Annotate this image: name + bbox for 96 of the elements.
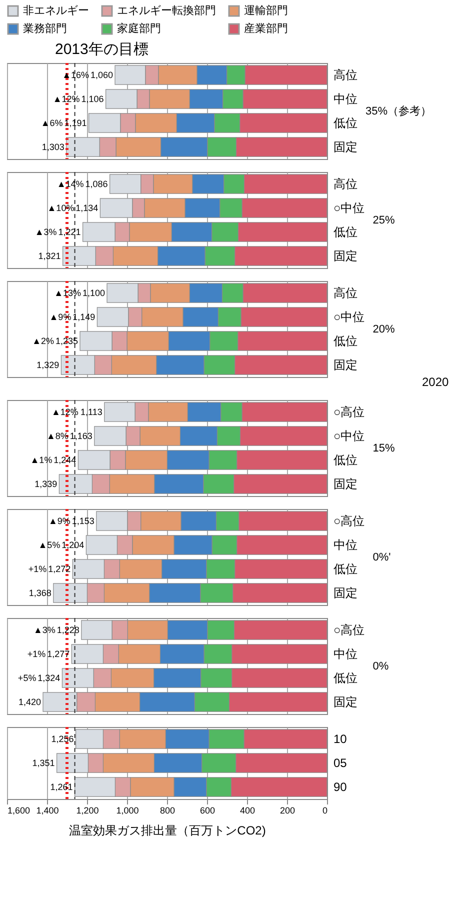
total-label: 1,324: [38, 673, 60, 683]
y-tick-label: ○中位: [334, 310, 365, 324]
annotation: ▲13%: [54, 288, 81, 298]
annotation: ▲12%: [52, 94, 80, 104]
y-tick-label: 固定: [334, 249, 358, 263]
annotation: ▲9%: [49, 312, 72, 322]
total-label: 1,113: [80, 407, 102, 417]
y-tick-label: 中位: [334, 92, 358, 106]
y-tick-label: 低位: [334, 562, 358, 576]
total-label: 1,204: [62, 540, 84, 550]
total-label: 1,261: [50, 782, 73, 792]
x-tick-label: 1,400: [36, 806, 59, 816]
y-tick-label: 05: [334, 756, 348, 770]
total-label: 1,235: [55, 336, 78, 346]
y-tick-label: 固定: [334, 586, 358, 600]
total-label: 1,277: [47, 649, 70, 659]
total-label: 1,191: [64, 118, 87, 128]
x-tick-label: 1,000: [116, 806, 139, 816]
y-tick-label: 高位: [334, 68, 358, 82]
total-label: 1,221: [58, 227, 81, 237]
y-tick-label: ○中位: [334, 429, 365, 443]
y-axis-title: 20%: [372, 324, 395, 336]
total-label: 1,321: [38, 251, 61, 261]
annotation: ▲5%: [38, 540, 60, 550]
total-label: 1,153: [72, 516, 94, 526]
legend-label: 家庭部門: [117, 22, 161, 35]
x-tick-label: 1,600: [8, 806, 30, 816]
y-tick-label: 中位: [334, 647, 358, 661]
annotation: ▲1%: [30, 455, 52, 465]
total-label: 1,303: [42, 142, 64, 152]
legend-label: 運輸部門: [244, 4, 288, 17]
annotation: ▲16%: [62, 70, 89, 80]
total-label: 1,256: [51, 734, 74, 744]
y-axis-title: 25%: [372, 214, 395, 226]
legend-label: 業務部門: [23, 22, 67, 35]
x-tick-label: 0: [322, 806, 328, 816]
y-tick-label: 低位: [334, 116, 358, 130]
annotation: ▲3%: [34, 227, 57, 237]
legend-label: 非エネルギー: [23, 4, 89, 17]
total-label: 1,329: [36, 360, 60, 370]
y-tick-label: 低位: [334, 334, 358, 348]
total-label: 1,163: [70, 431, 92, 441]
y-tick-label: 低位: [334, 225, 358, 239]
total-label: 1,228: [56, 625, 80, 635]
total-label: 1,086: [85, 179, 108, 189]
y-tick-label: 固定: [334, 140, 358, 154]
y-axis-title: 0%: [372, 660, 389, 672]
total-label: 1,244: [54, 455, 76, 465]
annotation: +5%: [18, 673, 36, 683]
y-tick-label: 高位: [334, 177, 358, 191]
annotation: ▲6%: [40, 118, 63, 128]
annotation: ▲10%: [47, 203, 74, 213]
total-label: 1,351: [32, 758, 55, 768]
total-label: 1,106: [81, 94, 104, 104]
legend-label: 産業部門: [244, 22, 288, 35]
annotation: +1%: [28, 564, 47, 574]
y-tick-label: 90: [334, 780, 348, 794]
total-label: 1,420: [18, 697, 41, 707]
x-tick-label: 600: [200, 806, 216, 816]
y-tick-label: ○高位: [334, 405, 365, 419]
ref-line-label: 2013年の目標: [55, 41, 148, 58]
y-tick-label: 固定: [334, 695, 358, 709]
x-tick-label: 800: [160, 806, 176, 816]
y-tick-label: ○高位: [334, 623, 365, 637]
y-tick-label: 低位: [334, 453, 358, 467]
annotation: ▲9%: [48, 516, 70, 526]
annotation: ▲12%: [51, 407, 78, 417]
x-axis-title: 温室効果ガス排出量（百万トンCO2): [69, 824, 266, 838]
y-tick-label: 10: [334, 732, 348, 746]
legend-label: エネルギー転換部門: [117, 4, 216, 17]
total-label: 1,060: [90, 70, 113, 80]
annotation: ▲2%: [32, 336, 54, 346]
annotation: +1%: [27, 649, 46, 659]
y-tick-label: ○高位: [334, 514, 365, 528]
total-label: 1,149: [72, 312, 96, 322]
annotation: ▲3%: [33, 625, 56, 635]
total-label: 1,368: [28, 588, 52, 598]
total-label: 1,134: [76, 203, 98, 213]
y-tick-label: 中位: [334, 538, 358, 552]
y-tick-label: 固定: [334, 477, 358, 491]
total-label: 1,100: [82, 288, 105, 298]
x-tick-label: 400: [240, 806, 256, 816]
y-axis-title: 35%（参考）: [366, 104, 432, 118]
text: 2020: [422, 375, 450, 389]
total-label: 1,339: [34, 479, 58, 489]
y-tick-label: ○中位: [334, 201, 365, 215]
annotation: ▲8%: [46, 431, 68, 441]
total-label: 1,272: [48, 564, 71, 574]
y-axis-title: 15%: [372, 442, 395, 454]
y-tick-label: 固定: [334, 358, 358, 372]
x-tick-label: 200: [280, 806, 296, 816]
annotation: ▲14%: [56, 179, 84, 189]
y-axis-title: 0%': [372, 552, 391, 564]
x-tick-label: 1,200: [76, 806, 99, 816]
y-tick-label: 低位: [334, 671, 358, 685]
y-tick-label: 高位: [334, 286, 358, 300]
